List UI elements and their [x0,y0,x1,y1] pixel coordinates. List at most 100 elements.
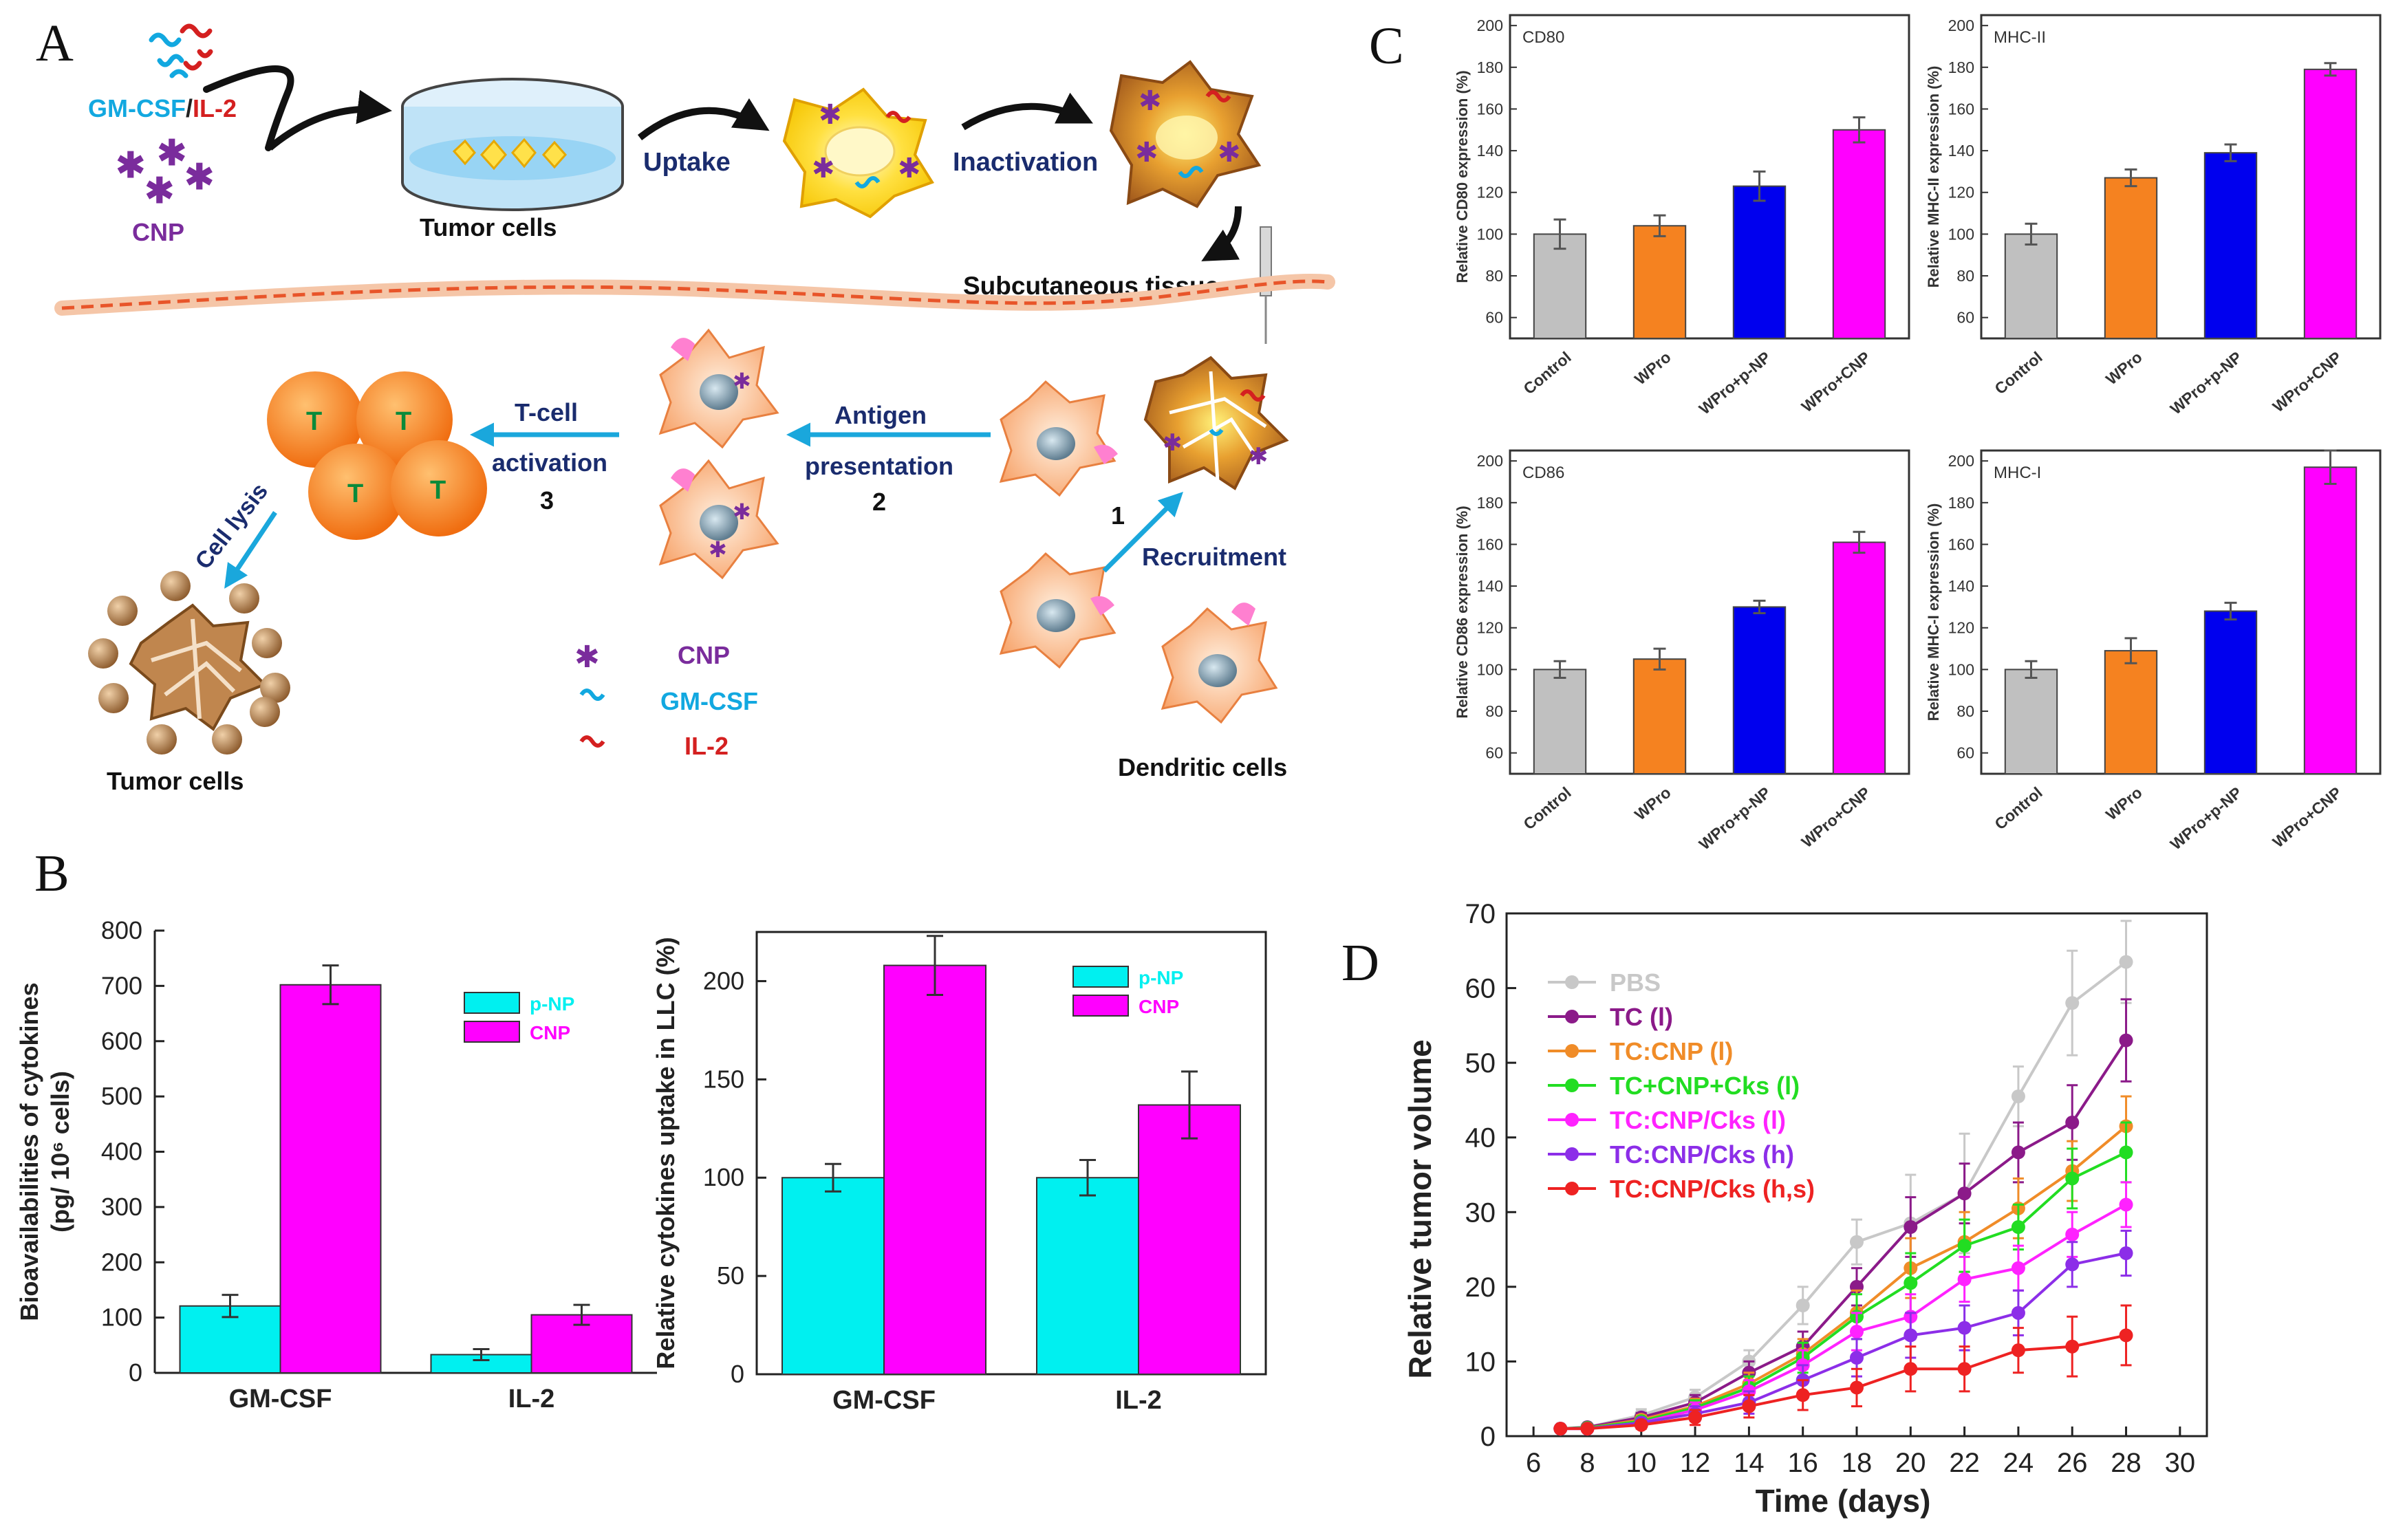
x-tick-label: Control [1520,348,1574,398]
series-pbs-point [2011,1089,2025,1103]
y-axis-label: Relative cytokines uptake in LLC (%) [651,937,680,1369]
chart-cytokine-uptake: 0 50 100 150 200 GM-CSF IL-2 p-NP CNP Relative cy… [651,931,1267,1415]
svg-text:✱: ✱ [819,100,842,130]
t-cell-label: T [347,479,363,508]
legend-label: p-NP [530,993,574,1015]
bar-p-np [781,1177,885,1375]
legend-swatch [464,1021,520,1043]
y-tick-label: 100 [101,1303,142,1332]
y-tick-label: 180 [1477,494,1503,512]
x-tick-label: 24 [2003,1448,2034,1478]
y-tick-label: 700 [101,971,142,999]
tcell-label-line2: activation [492,448,607,477]
svg-text:✱: ✱ [733,499,751,524]
series-tc-cnp-cks-l-point [2119,1145,2133,1160]
recruitment-label: Recruitment [1142,543,1286,571]
legend-label: CNP [530,1022,570,1043]
y-tick-label: 70 [1465,899,1496,929]
x-tick-label: WPro+CNP [2269,783,2345,851]
y-tick-label: 500 [101,1082,142,1110]
legend-label: TC+CNP+Cks (l) [1610,1072,1800,1100]
series-tc-cnp-cks-h-point [2065,1257,2080,1272]
legend-label: TC (l) [1610,1003,1673,1031]
chart-mhc-i: 60 80 100 120 140 160 180 200 MHC-I Control WPro WP… [1925,449,2382,854]
svg-text:✱: ✱ [1249,444,1269,470]
y-tick-label: 300 [101,1193,142,1221]
legend-marker [1565,1113,1579,1127]
chart-title: MHC-II [1994,28,2046,47]
chart-title: CD86 [1522,464,1564,482]
series-tc-l-point [2065,1116,2080,1129]
legend-marker [1565,1078,1579,1092]
x-tick-label: WPro+CNP [2269,348,2345,415]
series-pbs-point [1850,1235,1864,1249]
legend-label: TC:CNP/Cks (h) [1610,1140,1794,1169]
svg-text:✱: ✱ [184,158,215,197]
y-tick-label: 160 [1948,535,1974,553]
y-tick-label: 200 [703,966,744,995]
chart-mhc-ii: 60 80 100 120 140 160 180 200 MHC-II Control WPro W… [1925,14,2382,418]
series-tc-cnp-l-line [1560,1125,2127,1431]
y-tick-label: 140 [1948,142,1974,160]
y-tick-label: 60 [1485,309,1503,327]
legend-gmcsf-label: GM-CSF [660,687,758,715]
bar-control [2004,669,2058,774]
svg-text:✱: ✱ [733,369,751,393]
y-tick-label: 60 [1465,974,1496,1004]
y-tick-label: 60 [1956,744,1974,762]
y-axis-label: Relative tumor volume [1402,1039,1438,1378]
x-tick-label: WPro+p-NP [1696,783,1774,854]
series-tc-cnp-cks-h-s-point [2065,1339,2080,1354]
lysed-tumor-cells-icon [88,571,290,755]
bar-wpro-p-np [1732,606,1787,775]
y-tick-label: 50 [1465,1048,1496,1078]
chart-title: CD80 [1522,28,1564,47]
series-tc-cnp-cks-l-point [2011,1261,2025,1275]
x-tick-label: 12 [1680,1448,1711,1478]
dendritic-cells-label: Dendritic cells [1118,753,1287,781]
series-tc-cnp-cks-h-s-point [1634,1418,1648,1432]
bar-wpro-p-np [1732,185,1787,340]
y-tick-label: 200 [1477,17,1503,34]
inactivation-arrow [961,92,1093,131]
arrow-to-dish [267,89,392,151]
series-tc-cnp-cks-h-s-point [1688,1410,1703,1424]
series-tc-cnp-cks-l-point [2065,1227,2080,1241]
series-tc-cnp-cks-h-s-point [1580,1422,1595,1436]
series-tc-cnp-cks-h-s-point [1904,1362,1918,1376]
schematic-legend: ✱ CNP GM-CSF IL-2 [574,640,758,760]
y-tick-label: 150 [703,1065,744,1093]
petri-dish-icon [401,78,624,211]
bar-p-np [1036,1177,1139,1375]
series-tc-cnp-cks-h-s-point [2119,1328,2133,1343]
bar-wpro-p-np [2203,152,2258,339]
y-tick-label: 200 [101,1248,142,1276]
legend-label: p-NP [1139,967,1183,988]
series-pbs-point [2065,996,2080,1010]
x-tick-label: 6 [1526,1448,1541,1478]
x-tick-label: 30 [2165,1448,2196,1478]
bar-wpro [2104,650,2158,775]
legend-cnp-icon: ✱ [574,640,600,674]
panel-letter-d: D [1341,934,1379,992]
plot-frame [1509,14,1910,340]
chart-title: MHC-I [1994,464,2041,482]
x-tick-label: WPro [1631,348,1674,389]
series-tc-cnp-cks-h-point [1850,1351,1864,1365]
plot-frame [1509,449,1910,775]
x-tick-label: 20 [1895,1448,1926,1478]
inactivated-tumor-cell-icon: ✱ ✱ ✱ [1109,60,1262,208]
mature-dendritic-cells-icon: ✱ ✱ ✱ [658,328,779,580]
series-tc-l-point [1957,1186,1972,1201]
y-tick-label: 140 [1477,142,1503,160]
y-tick-label: 100 [703,1163,744,1191]
y-tick-label: 100 [1948,660,1974,678]
y-tick-label: 100 [1477,225,1503,243]
bar-control [1533,233,1587,339]
uptake-label: Uptake [643,148,731,177]
x-tick-label: IL-2 [508,1385,555,1413]
y-tick-label: 400 [101,1138,142,1166]
tumor-cells-bottom-label: Tumor cells [107,767,244,795]
bar-control [1533,669,1587,774]
y-tick-label: 160 [1477,100,1503,118]
